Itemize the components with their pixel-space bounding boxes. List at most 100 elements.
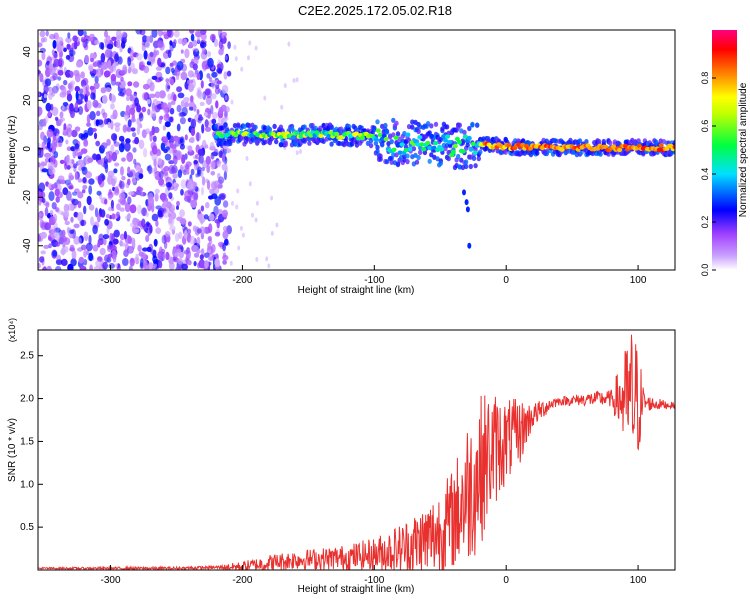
heatmap-cell	[44, 152, 51, 158]
heatmap-cell	[197, 91, 205, 100]
heatmap-cell	[66, 127, 73, 138]
heatmap-cell	[88, 37, 94, 42]
heatmap-cell	[166, 30, 172, 38]
heatmap-cell	[164, 146, 170, 151]
heatmap-cell	[97, 175, 103, 185]
heatmap-cell	[138, 139, 145, 150]
heatmap-cell	[218, 107, 224, 115]
heatmap-cell	[193, 159, 199, 165]
heatmap-cell	[198, 259, 206, 269]
colorbar-tick-label: 0.6	[700, 120, 710, 133]
heatmap-cell	[161, 197, 169, 203]
heatmap-cell	[216, 67, 223, 74]
heatmap-cell	[74, 102, 79, 112]
heatmap-cell	[202, 91, 207, 101]
heatmap-cell	[78, 151, 83, 156]
heatmap-cell	[146, 98, 151, 105]
heatmap-cell	[225, 148, 232, 154]
heatmap-cell	[427, 145, 433, 151]
heatmap-cell	[210, 171, 216, 176]
heatmap-cell	[66, 165, 71, 170]
heatmap-cell	[138, 112, 144, 122]
heatmap-cell	[201, 123, 205, 134]
heatmap-cell	[45, 102, 52, 112]
heatmap-cell	[380, 142, 385, 148]
heatmap-cell	[475, 122, 480, 128]
heatmap-cell	[55, 266, 62, 270]
heatmap-cell	[210, 105, 214, 115]
heatmap-cell	[107, 194, 113, 200]
heatmap-cell	[283, 83, 287, 89]
heatmap-cell	[535, 150, 540, 156]
heatmap-cell	[108, 206, 112, 212]
heatmap-cell	[68, 49, 76, 57]
heatmap-cell	[190, 168, 195, 176]
heatmap-cell	[278, 142, 284, 148]
heatmap-cell	[105, 213, 110, 219]
heatmap-cell	[470, 141, 476, 147]
heatmap-cell	[213, 38, 219, 48]
heatmap-cell	[172, 145, 177, 154]
heatmap-cell	[151, 30, 158, 38]
heatmap-cell	[115, 211, 120, 218]
heatmap-cell	[39, 256, 45, 263]
heatmap-cell	[151, 213, 159, 222]
heatmap-cell	[377, 132, 383, 138]
heatmap-cell	[97, 119, 104, 126]
heatmap-cell	[180, 217, 187, 226]
heatmap-cell	[66, 43, 71, 50]
heatmap-cell	[104, 30, 108, 38]
heatmap-cell	[143, 50, 148, 60]
heatmap-cell	[80, 71, 85, 79]
heatmap-cell	[254, 45, 258, 51]
heatmap-cell	[150, 249, 157, 255]
heatmap-cell	[429, 123, 434, 129]
heatmap-cell	[74, 172, 78, 181]
heatmap-cell	[373, 137, 379, 142]
heatmap-cell	[222, 200, 229, 208]
heatmap-cell	[61, 104, 65, 111]
heatmap-cell	[73, 236, 80, 245]
heatmap-cell	[77, 178, 83, 183]
heatmap-cell	[179, 143, 185, 150]
heatmap-cell	[67, 203, 74, 212]
heatmap-cell	[45, 202, 50, 208]
heatmap-cell	[65, 139, 69, 145]
heatmap-cell	[544, 151, 549, 157]
heatmap-cell	[399, 142, 405, 147]
heatmap-cell	[89, 85, 95, 91]
heatmap-cell	[143, 65, 150, 74]
colorbar-label: Normalized spectral amplitude	[738, 82, 749, 217]
heatmap-cell	[427, 158, 432, 164]
heatmap-cell	[78, 237, 82, 245]
heatmap-cell	[55, 196, 60, 203]
heatmap-cell	[255, 257, 259, 262]
heatmap-cell	[205, 155, 211, 165]
heatmap-cell	[45, 30, 49, 37]
heatmap-cell	[167, 49, 172, 59]
heatmap-cell	[245, 156, 249, 161]
heatmap-cell	[239, 225, 243, 231]
heatmap-cell	[69, 184, 74, 190]
heatmap-cell	[211, 181, 218, 191]
heatmap-cell	[100, 87, 107, 94]
heatmap-cell	[107, 175, 113, 185]
heatmap-cell	[169, 204, 175, 214]
heatmap-cell	[381, 133, 387, 138]
heatmap-cell	[153, 50, 157, 58]
heatmap-cell	[607, 140, 613, 146]
heatmap-cell	[407, 147, 413, 152]
heatmap-cell	[658, 143, 664, 148]
heatmap-cell	[124, 202, 131, 213]
heatmap-cell	[49, 209, 54, 216]
heatmap-cell	[88, 185, 93, 195]
heatmap-cell	[177, 92, 185, 99]
heatmap-cell	[196, 36, 201, 44]
heatmap-cell	[115, 263, 119, 268]
heatmap-cell	[255, 200, 259, 206]
heatmap-cell	[470, 122, 475, 128]
heatmap-cell	[127, 235, 132, 244]
heatmap-cell	[287, 41, 291, 47]
heatmap-cell	[318, 133, 324, 138]
y-tick-label: -20	[22, 190, 33, 205]
